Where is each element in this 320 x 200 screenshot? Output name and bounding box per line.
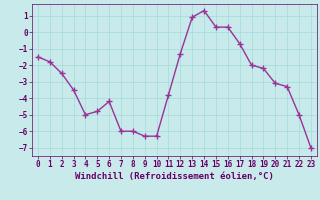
X-axis label: Windchill (Refroidissement éolien,°C): Windchill (Refroidissement éolien,°C) xyxy=(75,172,274,181)
